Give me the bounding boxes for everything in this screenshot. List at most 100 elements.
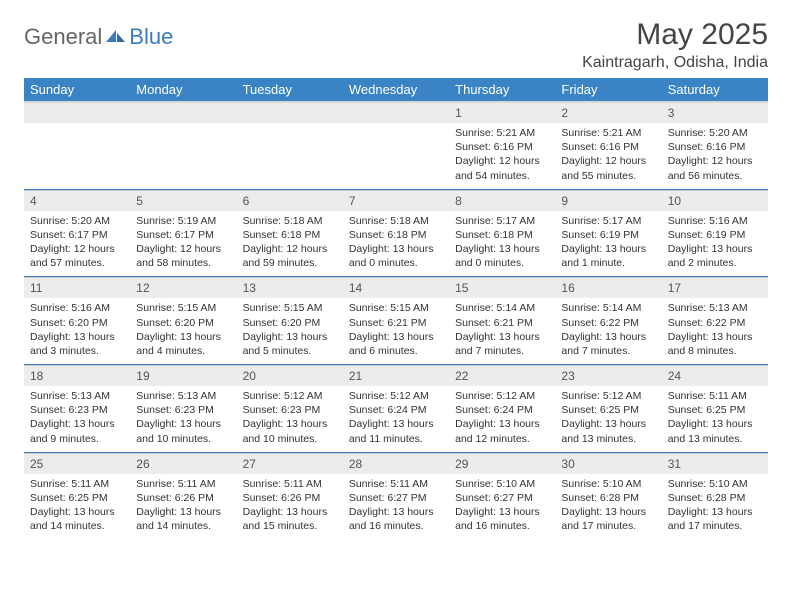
day-cell: Sunrise: 5:11 AMSunset: 6:26 PMDaylight:… — [130, 474, 236, 540]
sunrise-line: Sunrise: 5:10 AM — [455, 477, 549, 491]
sunrise-line: Sunrise: 5:20 AM — [668, 126, 762, 140]
daylight-line: Daylight: 12 hours and 58 minutes. — [136, 242, 230, 270]
sunrise-line: Sunrise: 5:15 AM — [136, 301, 230, 315]
day-number: 18 — [24, 366, 130, 387]
daylight-line: Daylight: 13 hours and 8 minutes. — [668, 330, 762, 358]
sunset-line: Sunset: 6:19 PM — [668, 228, 762, 242]
sunrise-line: Sunrise: 5:12 AM — [561, 389, 655, 403]
sunset-line: Sunset: 6:25 PM — [561, 403, 655, 417]
sunset-line: Sunset: 6:18 PM — [349, 228, 443, 242]
daylight-line: Daylight: 13 hours and 14 minutes. — [136, 505, 230, 533]
sunrise-line: Sunrise: 5:11 AM — [243, 477, 337, 491]
day-number: 9 — [555, 190, 661, 211]
sunrise-line: Sunrise: 5:11 AM — [30, 477, 124, 491]
sunrise-line: Sunrise: 5:10 AM — [668, 477, 762, 491]
logo-text-blue: Blue — [129, 24, 173, 50]
sunrise-line: Sunrise: 5:12 AM — [349, 389, 443, 403]
sunset-line: Sunset: 6:27 PM — [455, 491, 549, 505]
day-number: 13 — [237, 278, 343, 299]
day-cell: Sunrise: 5:10 AMSunset: 6:28 PMDaylight:… — [662, 474, 768, 540]
weekday-header-row: Sunday Monday Tuesday Wednesday Thursday… — [24, 78, 768, 102]
daylight-line: Daylight: 13 hours and 0 minutes. — [349, 242, 443, 270]
day-cell: Sunrise: 5:11 AMSunset: 6:25 PMDaylight:… — [24, 474, 130, 540]
day-info-row: Sunrise: 5:21 AMSunset: 6:16 PMDaylight:… — [24, 123, 768, 189]
sunrise-line: Sunrise: 5:13 AM — [30, 389, 124, 403]
sunset-line: Sunset: 6:17 PM — [30, 228, 124, 242]
day-number: 31 — [662, 453, 768, 474]
day-number: 8 — [449, 190, 555, 211]
logo: General Blue — [24, 18, 173, 50]
sunset-line: Sunset: 6:20 PM — [243, 316, 337, 330]
daylight-line: Daylight: 13 hours and 17 minutes. — [561, 505, 655, 533]
day-number: 6 — [237, 190, 343, 211]
day-cell: Sunrise: 5:15 AMSunset: 6:21 PMDaylight:… — [343, 298, 449, 364]
day-number: 10 — [662, 190, 768, 211]
day-number: 11 — [24, 278, 130, 299]
sunrise-line: Sunrise: 5:20 AM — [30, 214, 124, 228]
sunrise-line: Sunrise: 5:13 AM — [668, 301, 762, 315]
sunrise-line: Sunrise: 5:11 AM — [349, 477, 443, 491]
daylight-line: Daylight: 13 hours and 10 minutes. — [243, 417, 337, 445]
weekday-header: Thursday — [449, 78, 555, 102]
sunrise-line: Sunrise: 5:14 AM — [561, 301, 655, 315]
daylight-line: Daylight: 13 hours and 17 minutes. — [668, 505, 762, 533]
calendar-table: Sunday Monday Tuesday Wednesday Thursday… — [24, 78, 768, 539]
daylight-line: Daylight: 13 hours and 12 minutes. — [455, 417, 549, 445]
day-cell: Sunrise: 5:16 AMSunset: 6:20 PMDaylight:… — [24, 298, 130, 364]
sunrise-line: Sunrise: 5:15 AM — [349, 301, 443, 315]
day-cell: Sunrise: 5:15 AMSunset: 6:20 PMDaylight:… — [130, 298, 236, 364]
day-number-row: 25262728293031 — [24, 453, 768, 474]
day-cell: Sunrise: 5:10 AMSunset: 6:27 PMDaylight:… — [449, 474, 555, 540]
day-number: 27 — [237, 453, 343, 474]
sunset-line: Sunset: 6:22 PM — [561, 316, 655, 330]
sunrise-line: Sunrise: 5:18 AM — [243, 214, 337, 228]
day-number: 16 — [555, 278, 661, 299]
weekday-header: Sunday — [24, 78, 130, 102]
day-cell: Sunrise: 5:20 AMSunset: 6:16 PMDaylight:… — [662, 123, 768, 189]
sunrise-line: Sunrise: 5:12 AM — [243, 389, 337, 403]
day-number: 22 — [449, 366, 555, 387]
header: General Blue May 2025 Kaintragarh, Odish… — [24, 18, 768, 72]
day-cell — [237, 123, 343, 189]
day-cell: Sunrise: 5:13 AMSunset: 6:23 PMDaylight:… — [24, 386, 130, 452]
day-info-row: Sunrise: 5:16 AMSunset: 6:20 PMDaylight:… — [24, 298, 768, 364]
day-cell: Sunrise: 5:14 AMSunset: 6:21 PMDaylight:… — [449, 298, 555, 364]
daylight-line: Daylight: 12 hours and 56 minutes. — [668, 154, 762, 182]
day-cell: Sunrise: 5:21 AMSunset: 6:16 PMDaylight:… — [555, 123, 661, 189]
sunset-line: Sunset: 6:25 PM — [30, 491, 124, 505]
sunset-line: Sunset: 6:23 PM — [30, 403, 124, 417]
daylight-line: Daylight: 12 hours and 54 minutes. — [455, 154, 549, 182]
sunset-line: Sunset: 6:18 PM — [243, 228, 337, 242]
month-title: May 2025 — [582, 18, 768, 52]
sunset-line: Sunset: 6:24 PM — [349, 403, 443, 417]
daylight-line: Daylight: 13 hours and 7 minutes. — [455, 330, 549, 358]
day-number: 4 — [24, 190, 130, 211]
day-number: 17 — [662, 278, 768, 299]
sunset-line: Sunset: 6:28 PM — [668, 491, 762, 505]
day-cell: Sunrise: 5:14 AMSunset: 6:22 PMDaylight:… — [555, 298, 661, 364]
day-number: 19 — [130, 366, 236, 387]
location: Kaintragarh, Odisha, India — [582, 54, 768, 72]
sunset-line: Sunset: 6:16 PM — [561, 140, 655, 154]
sunset-line: Sunset: 6:26 PM — [136, 491, 230, 505]
weekday-header: Wednesday — [343, 78, 449, 102]
day-number: 20 — [237, 366, 343, 387]
daylight-line: Daylight: 13 hours and 5 minutes. — [243, 330, 337, 358]
sunrise-line: Sunrise: 5:11 AM — [136, 477, 230, 491]
day-cell: Sunrise: 5:10 AMSunset: 6:28 PMDaylight:… — [555, 474, 661, 540]
weekday-header: Monday — [130, 78, 236, 102]
sunrise-line: Sunrise: 5:12 AM — [455, 389, 549, 403]
sunrise-line: Sunrise: 5:14 AM — [455, 301, 549, 315]
sunrise-line: Sunrise: 5:13 AM — [136, 389, 230, 403]
day-cell: Sunrise: 5:17 AMSunset: 6:18 PMDaylight:… — [449, 211, 555, 277]
day-number — [343, 102, 449, 123]
day-number-row: 11121314151617 — [24, 278, 768, 299]
sunset-line: Sunset: 6:16 PM — [668, 140, 762, 154]
day-cell: Sunrise: 5:11 AMSunset: 6:25 PMDaylight:… — [662, 386, 768, 452]
sunrise-line: Sunrise: 5:16 AM — [668, 214, 762, 228]
day-number: 14 — [343, 278, 449, 299]
daylight-line: Daylight: 13 hours and 15 minutes. — [243, 505, 337, 533]
sunset-line: Sunset: 6:17 PM — [136, 228, 230, 242]
sunset-line: Sunset: 6:23 PM — [243, 403, 337, 417]
day-number: 25 — [24, 453, 130, 474]
